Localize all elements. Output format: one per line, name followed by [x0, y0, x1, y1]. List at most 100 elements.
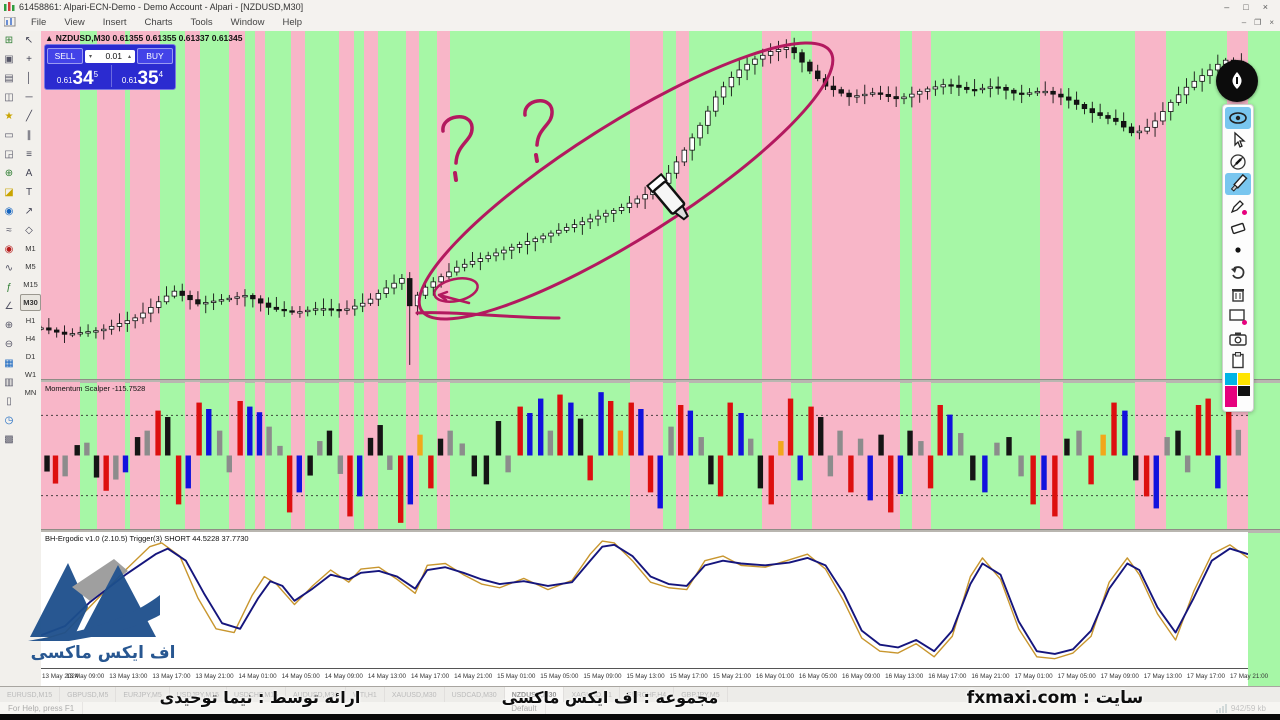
- panel-separator[interactable]: [41, 379, 1280, 383]
- time-axis-label: 14 May 01:00: [238, 673, 277, 680]
- timeframe-h4[interactable]: H4: [25, 334, 36, 343]
- accounts-icon[interactable]: ◉: [4, 206, 14, 217]
- timeframe-m1[interactable]: M1: [25, 244, 36, 253]
- volume-value[interactable]: 0.01: [105, 51, 122, 61]
- tile-windows-icon[interactable]: ▦: [4, 358, 14, 369]
- volume-down-icon[interactable]: ▾: [88, 53, 92, 60]
- data-window-icon[interactable]: ◫: [4, 92, 14, 103]
- shapes-icon[interactable]: ◇: [25, 225, 33, 236]
- timeframe-h1[interactable]: H1: [25, 316, 36, 325]
- menu-view[interactable]: View: [64, 16, 85, 28]
- market-watch-icon[interactable]: ▤: [4, 73, 14, 84]
- minimize-button[interactable]: –: [1224, 1, 1230, 12]
- fibonacci-icon[interactable]: ≡: [26, 149, 32, 160]
- palette-black[interactable]: [1238, 386, 1250, 396]
- time-axis-label: 15 May 01:00: [497, 673, 536, 680]
- timeframe-m5[interactable]: M5: [25, 262, 36, 271]
- pen-tool-icon[interactable]: [1225, 195, 1251, 217]
- menu-help[interactable]: Help: [282, 16, 303, 28]
- zoom-out-icon[interactable]: ⊖: [4, 339, 14, 350]
- time-axis-label: 17 May 09:00: [1100, 673, 1139, 680]
- timeframe-m15[interactable]: M15: [23, 280, 38, 289]
- maximize-button[interactable]: □: [1243, 1, 1249, 12]
- candlestick-mode-icon[interactable]: ▯: [6, 396, 12, 407]
- volume-up-icon[interactable]: ▴: [127, 53, 131, 60]
- templates-icon[interactable]: ▩: [4, 434, 14, 445]
- buy-price[interactable]: 0.61 35 4: [121, 68, 164, 89]
- pink-band: [184, 382, 201, 529]
- objects-icon[interactable]: ∠: [4, 301, 14, 312]
- menu-tools[interactable]: Tools: [190, 16, 213, 28]
- cursor-icon[interactable]: ↖: [24, 35, 34, 46]
- mdi-close-button[interactable]: ×: [1269, 17, 1274, 27]
- trash-tool-icon[interactable]: [1225, 283, 1251, 305]
- timeframe-m30[interactable]: M30: [20, 294, 41, 311]
- palette-yellow[interactable]: [1238, 373, 1250, 385]
- chart-bar-mode-icon[interactable]: ▥: [4, 377, 14, 388]
- vertical-line-icon[interactable]: │: [25, 73, 33, 84]
- eraser-tool-icon[interactable]: [1225, 217, 1251, 239]
- indicators-icon[interactable]: ƒ: [6, 282, 12, 293]
- menu-insert[interactable]: Insert: [102, 16, 127, 28]
- new-order-icon[interactable]: ⊕: [4, 168, 14, 179]
- buy-button[interactable]: BUY: [137, 48, 173, 64]
- pink-band: [290, 31, 306, 379]
- highlighter-tool-icon[interactable]: [1225, 173, 1251, 195]
- equidistant-channel-icon[interactable]: ∥: [26, 130, 32, 141]
- time-axis-label: 15 May 17:00: [669, 673, 708, 680]
- menu-charts[interactable]: Charts: [144, 16, 173, 28]
- new-chart-icon[interactable]: ⊞: [4, 35, 14, 46]
- palette-magenta[interactable]: [1225, 386, 1237, 407]
- chart-line-mode-icon[interactable]: ∿: [4, 263, 14, 274]
- panel-separator[interactable]: [41, 529, 1280, 533]
- camera-tool-icon[interactable]: [1225, 327, 1251, 349]
- pen-off-tool-icon[interactable]: [1225, 151, 1251, 173]
- time-axis-label: 14 May 21:00: [454, 673, 493, 680]
- eye-tool-icon[interactable]: [1225, 107, 1251, 129]
- time-axis-label: 16 May 01:00: [755, 673, 794, 680]
- crosshair-icon[interactable]: +: [26, 54, 32, 65]
- price-chart[interactable]: ▲ NZDUSD,M30 0.61355 0.61355 0.61337 0.6…: [41, 31, 1248, 379]
- mdi-minimize-button[interactable]: –: [1241, 17, 1247, 27]
- color-palette[interactable]: [1225, 373, 1251, 407]
- timeframe-d1[interactable]: D1: [25, 352, 36, 361]
- palette-cyan[interactable]: [1225, 373, 1237, 385]
- close-button[interactable]: ×: [1262, 1, 1268, 12]
- annotation-launcher-button[interactable]: [1216, 60, 1258, 102]
- text-icon[interactable]: A: [25, 168, 33, 179]
- strategy-tester-icon[interactable]: ◲: [4, 149, 14, 160]
- navigator-favorites-icon[interactable]: ★: [4, 111, 14, 122]
- time-axis-label: 13 May 21:00: [195, 673, 234, 680]
- cursor-tool-icon[interactable]: [1225, 129, 1251, 151]
- pink-band: [1040, 31, 1064, 379]
- metaeditor-icon[interactable]: ◪: [4, 187, 14, 198]
- timeframe-mn[interactable]: MN: [24, 388, 37, 397]
- automated-trading-icon[interactable]: ◉: [4, 244, 14, 255]
- timeframe-w1[interactable]: W1: [24, 370, 37, 379]
- signals-icon[interactable]: ≈: [6, 225, 12, 236]
- mdi-restore-button[interactable]: ❐: [1254, 17, 1262, 27]
- clipboard-tool-icon[interactable]: [1225, 349, 1251, 371]
- time-axis[interactable]: 13 May 2024 13 May 09:00 13 May 13:00 13 Ma…: [41, 668, 1268, 687]
- sell-button[interactable]: SELL: [47, 48, 83, 64]
- arrow-objects-icon[interactable]: ↗: [24, 206, 34, 217]
- volume-stepper[interactable]: ▾ 0.01 ▴: [85, 49, 135, 63]
- whiteboard-tool-icon[interactable]: [1225, 305, 1251, 327]
- ergodic-panel[interactable]: BH-Ergodic v1.0 (2.10.5) Trigger(3) SHOR…: [41, 532, 1248, 668]
- terminal-window-icon[interactable]: ▭: [4, 130, 14, 141]
- period-clock-icon[interactable]: ◷: [4, 415, 14, 426]
- candles-and-annotations: [41, 37, 1245, 365]
- profiles-icon[interactable]: ▣: [4, 54, 14, 65]
- zoom-in-icon[interactable]: ⊕: [4, 320, 14, 331]
- dot-tool-icon[interactable]: [1225, 239, 1251, 261]
- undo-tool-icon[interactable]: [1225, 261, 1251, 283]
- sell-price[interactable]: 0.61 34 5: [56, 68, 99, 89]
- menu-window[interactable]: Window: [230, 16, 265, 28]
- text-label-icon[interactable]: T: [25, 187, 33, 198]
- menu-file[interactable]: File: [31, 16, 47, 28]
- ergodic-trigger-line: [41, 540, 1248, 660]
- momentum-panel[interactable]: Momentum Scalper -115.7528: [41, 382, 1248, 529]
- app-icon: [4, 2, 15, 11]
- trendline-icon[interactable]: ╱: [25, 111, 33, 122]
- horizontal-line-icon[interactable]: ─: [25, 92, 33, 103]
